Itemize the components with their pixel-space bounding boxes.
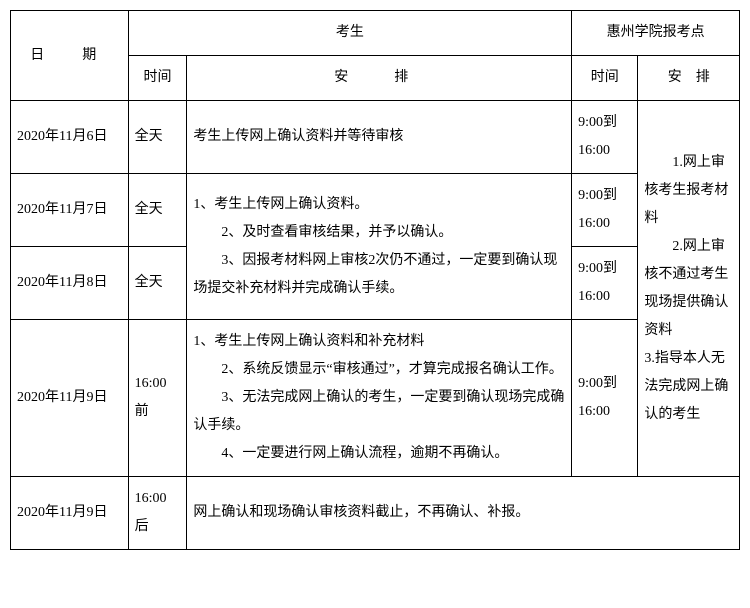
cell-site-time: 9:00到16:00 xyxy=(572,101,638,174)
cell-date: 2020年11月9日 xyxy=(11,477,129,550)
arrange4-l3: 3、无法完成网上确认的考生，一定要到确认现场完成确认手续。 xyxy=(193,384,565,440)
header-arrange-label: 安 排 xyxy=(334,70,424,85)
cell-time: 16:00前 xyxy=(128,320,187,477)
cell-arrange-full: 网上确认和现场确认审核资料截止，不再确认、补报。 xyxy=(187,477,740,550)
cell-time: 全天 xyxy=(128,101,187,174)
cell-site-time: 9:00到16:00 xyxy=(572,320,638,477)
cell-site-arrange-merged: 1.网上审核考生报考材料 2.网上审核不通过考生现场提供确认资料 3.指导本人无… xyxy=(638,101,740,477)
cell-arrange: 1、考生上传网上确认资料和补充材料 2、系统反馈显示“审核通过”，才算完成报名确… xyxy=(187,320,572,477)
cell-arrange: 考生上传网上确认资料并等待审核 xyxy=(187,101,572,174)
table-row: 2020年11月9日 16:00前 1、考生上传网上确认资料和补充材料 2、系统… xyxy=(11,320,740,477)
arrange23-l3: 3、因报考材料网上审核2次仍不通过，一定要到确认现场提交补充材料并完成确认手续。 xyxy=(193,247,565,303)
header-site-arrange: 安 排 xyxy=(638,56,740,101)
cell-date: 2020年11月9日 xyxy=(11,320,129,477)
site-arrange-l3: 3.指导本人无法完成网上确认的考生 xyxy=(644,345,733,429)
arrange4-l2: 2、系统反馈显示“审核通过”，才算完成报名确认工作。 xyxy=(193,356,565,384)
cell-time: 全天 xyxy=(128,247,187,320)
arrange4-l1: 1、考生上传网上确认资料和补充材料 xyxy=(193,328,565,356)
header-site-time: 时间 xyxy=(572,56,638,101)
cell-time: 16:00后 xyxy=(128,477,187,550)
cell-date: 2020年11月6日 xyxy=(11,101,129,174)
cell-date: 2020年11月7日 xyxy=(11,174,129,247)
table-row: 2020年11月9日 16:00后 网上确认和现场确认审核资料截止，不再确认、补… xyxy=(11,477,740,550)
cell-arrange-merged: 1、考生上传网上确认资料。 2、及时查看审核结果，并予以确认。 3、因报考材料网… xyxy=(187,174,572,320)
arrange23-l2: 2、及时查看审核结果，并予以确认。 xyxy=(193,219,565,247)
arrange4-l4: 4、一定要进行网上确认流程，逾期不再确认。 xyxy=(193,440,565,468)
cell-time: 全天 xyxy=(128,174,187,247)
cell-date: 2020年11月8日 xyxy=(11,247,129,320)
header-row-1: 日 期 考生 惠州学院报考点 xyxy=(11,11,740,56)
header-site-arrange-label: 安 排 xyxy=(668,70,710,85)
arrange23-l1: 1、考生上传网上确认资料。 xyxy=(193,191,565,219)
table-row: 2020年11月7日 全天 1、考生上传网上确认资料。 2、及时查看审核结果，并… xyxy=(11,174,740,247)
table-row: 2020年11月6日 全天 考生上传网上确认资料并等待审核 9:00到16:00… xyxy=(11,101,740,174)
site-arrange-l1: 1.网上审核考生报考材料 xyxy=(644,149,733,233)
header-date-label: 日 期 xyxy=(30,48,108,63)
header-arrange: 安 排 xyxy=(187,56,572,101)
site-arrange-l2: 2.网上审核不通过考生现场提供确认资料 xyxy=(644,233,733,345)
header-time: 时间 xyxy=(128,56,187,101)
cell-site-time: 9:00到16:00 xyxy=(572,247,638,320)
header-date: 日 期 xyxy=(11,11,129,101)
cell-site-time: 9:00到16:00 xyxy=(572,174,638,247)
header-student: 考生 xyxy=(128,11,572,56)
header-site: 惠州学院报考点 xyxy=(572,11,740,56)
schedule-table: 日 期 考生 惠州学院报考点 时间 安 排 时间 安 排 2020年11月6日 … xyxy=(10,10,740,550)
